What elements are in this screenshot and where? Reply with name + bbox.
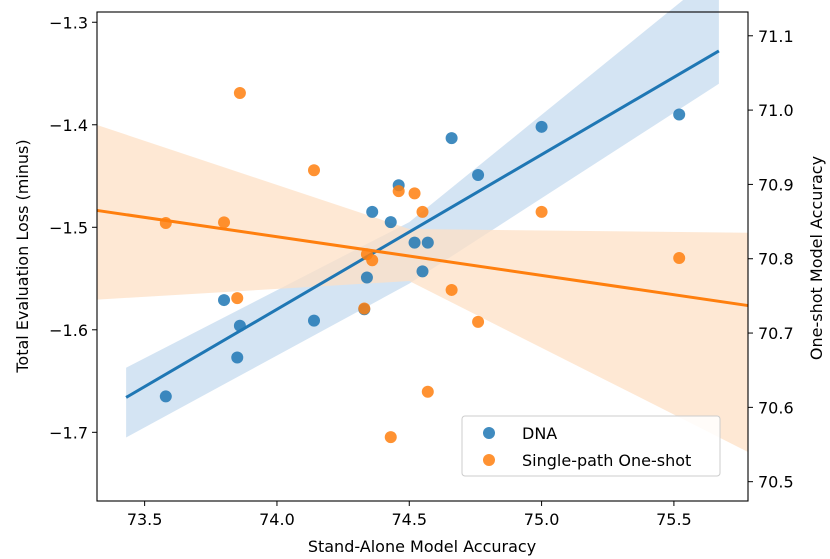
legend: DNA Single-path One-shot (461, 415, 721, 477)
dna-point (231, 351, 244, 364)
single-path-one-shot-regression-line (96, 208, 749, 308)
single-path-one-shot-point (366, 254, 379, 267)
x-tick-label: 74.0 (259, 510, 295, 529)
y-right-tick-label: 70.5 (758, 473, 794, 492)
dna-point (360, 271, 373, 284)
single-path-one-shot-point (421, 385, 434, 398)
plot-frame (96, 11, 749, 502)
legend-label-single-path-one-shot: Single-path One-shot (522, 451, 691, 470)
dna-point (472, 169, 485, 181)
legend-label-dna: DNA (522, 424, 557, 443)
single-path-one-shot-point (535, 205, 548, 218)
y-right-tick-label: 70.6 (758, 398, 794, 417)
y-right-tick-label: 71.1 (758, 27, 794, 46)
dna-point (159, 390, 172, 403)
single-path-one-shot-point (445, 283, 458, 296)
y-right-tick-label: 70.7 (758, 324, 794, 343)
single-path-one-shot-point (384, 431, 397, 444)
dna-point (218, 294, 231, 307)
single-path-one-shot-point (673, 251, 686, 264)
single-path-one-shot-point (358, 302, 371, 315)
single-path-one-shot-confidence-band (97, 124, 748, 452)
dna-point (535, 120, 548, 133)
single-path-one-shot-point (308, 164, 320, 177)
y-left-tick-label: −1.3 (49, 13, 88, 32)
y-left-tick-label: −1.6 (49, 321, 88, 340)
y-right-tick-label: 70.8 (758, 250, 794, 269)
y-right-tick-label: 70.9 (758, 175, 794, 194)
legend-marker-dna (483, 427, 495, 439)
single-path-one-shot-point (472, 315, 485, 328)
single-path-one-shot-point (231, 292, 244, 305)
y-left-tick-label: −1.7 (49, 423, 88, 442)
dna-point (416, 265, 429, 278)
x-tick-label: 75.0 (524, 510, 560, 529)
dna-regression-line (125, 49, 720, 399)
dna-point (445, 132, 458, 145)
y-left-tick-label: −1.4 (49, 116, 88, 135)
y-left-tick-label: −1.5 (49, 218, 88, 237)
single-path-one-shot-point (416, 205, 429, 218)
x-axis-title: Stand-Alone Model Accuracy (308, 537, 536, 556)
dna-confidence-band (126, 0, 719, 438)
x-tick-label: 74.5 (391, 510, 427, 529)
single-path-one-shot-point (218, 216, 231, 229)
dna-point (384, 216, 397, 229)
dna-point (673, 108, 686, 121)
dna-point (408, 236, 421, 249)
single-path-one-shot-point (159, 217, 172, 230)
legend-box (461, 415, 721, 477)
dna-point (366, 205, 379, 218)
x-tick-label: 75.5 (656, 510, 692, 529)
legend-marker-single-path-one-shot (483, 454, 495, 466)
single-path-one-shot-point (233, 87, 246, 100)
dna-point (233, 319, 246, 332)
dna-point (308, 314, 320, 327)
y-left-axis-title: Total Evaluation Loss (minus) (13, 139, 32, 373)
single-path-one-shot-point (392, 185, 405, 198)
y-right-tick-label: 71.0 (758, 101, 794, 120)
dna-point (421, 236, 434, 249)
single-path-one-shot-point (408, 187, 421, 200)
x-tick-label: 73.5 (127, 510, 163, 529)
y-right-axis-title: One-shot Model Accuracy (807, 156, 826, 360)
